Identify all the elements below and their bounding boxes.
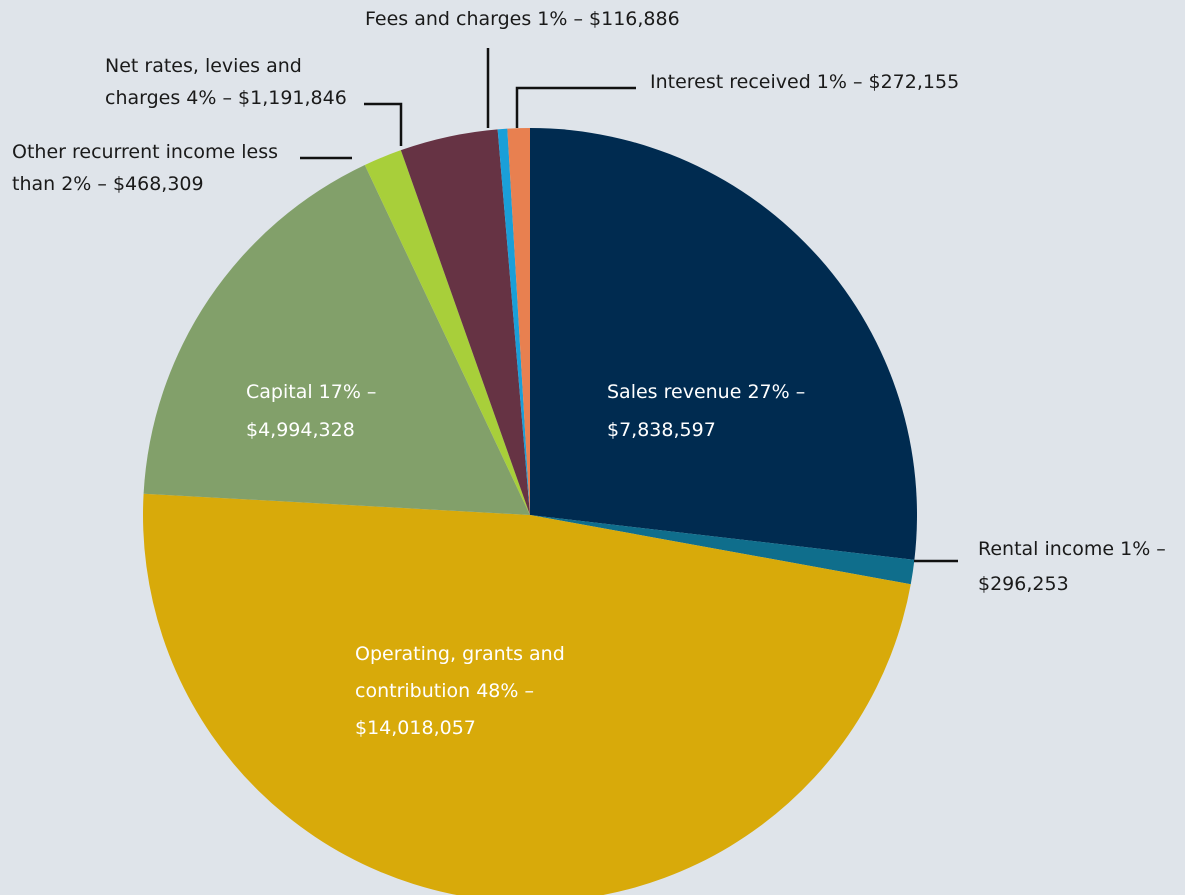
label-line: charges 4% – $1,191,846 <box>105 87 347 109</box>
data-label: Net rates, levies and charges 4% – $1,191… <box>105 55 347 109</box>
label-line: Capital 17% – <box>246 381 376 403</box>
label-line: $7,838,597 <box>607 419 716 441</box>
label-line: Fees and charges 1% – $116,886 <box>365 8 680 30</box>
label-line: $296,253 <box>978 573 1069 595</box>
data-label: Other recurrent income less than 2% – $46… <box>12 141 278 195</box>
pie-slice <box>530 515 915 585</box>
data-label: Fees and charges 1% – $116,886 <box>365 8 680 30</box>
pie-slice <box>400 129 530 515</box>
label-line: Net rates, levies and <box>105 55 302 77</box>
pie <box>143 128 917 895</box>
label-line: than 2% – $468,309 <box>12 173 204 195</box>
data-label: Capital 17% – $4,994,328 <box>246 381 376 441</box>
pie-slice <box>143 493 911 895</box>
label-line: Rental income 1% – <box>978 538 1166 560</box>
label-line: $4,994,328 <box>246 419 355 441</box>
label-line: Operating, grants and <box>355 643 565 665</box>
leader-line <box>364 102 403 146</box>
pie-slice <box>143 165 530 516</box>
data-label: Operating, grants and contribution 48% – $… <box>355 643 565 739</box>
pie-slice <box>530 128 917 560</box>
pie-slice <box>364 150 530 515</box>
label-line: Sales revenue 27% – <box>607 381 805 403</box>
data-label: Rental income 1% – $296,253 <box>978 538 1166 595</box>
pie-slice <box>497 128 530 515</box>
pie-slice <box>507 128 530 515</box>
label-line: contribution 48% – <box>355 680 534 702</box>
data-label: Interest received 1% – $272,155 <box>650 71 959 93</box>
label-line: Interest received 1% – $272,155 <box>650 71 959 93</box>
label-line: $14,018,057 <box>355 717 476 739</box>
leader-line <box>515 86 636 128</box>
data-label: Sales revenue 27% – $7,838,597 <box>607 381 805 441</box>
label-line: Other recurrent income less <box>12 141 278 163</box>
